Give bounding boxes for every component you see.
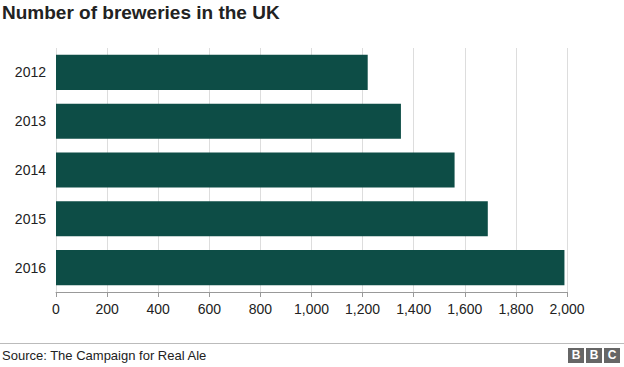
svg-text:1,000: 1,000 (294, 301, 329, 317)
svg-text:2015: 2015 (15, 211, 46, 227)
svg-text:800: 800 (249, 301, 273, 317)
svg-text:1,800: 1,800 (498, 301, 533, 317)
html-text:B: B (589, 348, 599, 362)
html-text:C: C (607, 348, 617, 362)
svg-text:2016: 2016 (15, 260, 46, 276)
html-text:Source: The Campaign for Real: Source: The Campaign for Real Ale (2, 348, 207, 363)
svg-text:2014: 2014 (15, 162, 46, 178)
svg-text:2,000: 2,000 (549, 301, 584, 317)
html-text:B: B (571, 348, 581, 362)
svg-text:200: 200 (95, 301, 119, 317)
svg-text:400: 400 (147, 301, 171, 317)
svg-text:600: 600 (198, 301, 222, 317)
svg-text:1,600: 1,600 (447, 301, 482, 317)
svg-text:1,200: 1,200 (345, 301, 380, 317)
svg-text:2013: 2013 (15, 113, 46, 129)
svg-text:1,400: 1,400 (396, 301, 431, 317)
svg-text:0: 0 (52, 301, 60, 317)
html-text:Number of breweries in the UK: Number of breweries in the UK (2, 2, 280, 23)
svg-text:2012: 2012 (15, 64, 46, 80)
